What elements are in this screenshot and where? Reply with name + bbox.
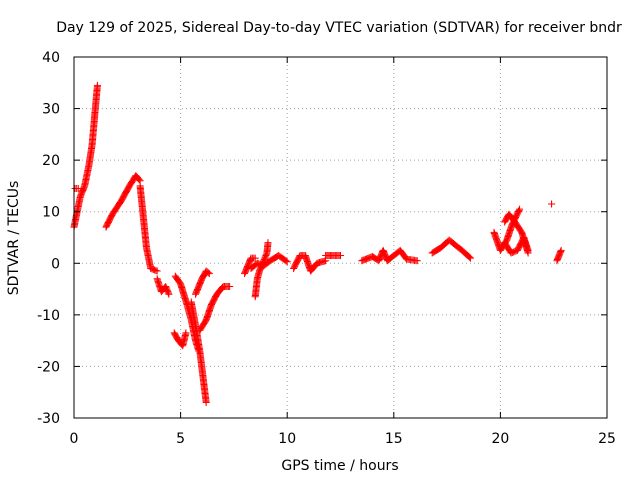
data-point — [413, 257, 421, 265]
data-point — [524, 249, 532, 257]
x-tick-label: 20 — [491, 431, 509, 447]
data-point — [204, 269, 212, 277]
data-point — [515, 206, 523, 214]
chart-title: Day 129 of 2025, Sidereal Day-to-day VTE… — [56, 20, 622, 36]
data-point — [557, 246, 565, 254]
data-point — [165, 290, 173, 298]
x-tick-label: 5 — [176, 431, 185, 447]
x-axis-label: GPS time / hours — [281, 458, 398, 474]
data-point — [466, 253, 474, 261]
data-point — [152, 267, 160, 275]
data-point — [182, 329, 190, 337]
x-tick-label: 0 — [70, 431, 79, 447]
y-tick-label: 30 — [42, 102, 60, 118]
data-point — [548, 200, 556, 208]
y-tick-label: -10 — [37, 308, 60, 324]
data-point — [467, 254, 475, 262]
y-tick-label: 20 — [42, 153, 60, 169]
data-point — [516, 205, 524, 213]
y-tick-label: 0 — [51, 256, 60, 272]
data-point — [164, 289, 172, 297]
data-point — [282, 257, 290, 265]
axis-ticks: 0 5 10 15 20 25 -30 -20 -10 0 10 20 30 40 — [37, 50, 616, 447]
data-point — [202, 399, 210, 407]
plot-border — [73, 56, 608, 419]
data-point — [205, 270, 213, 278]
data-point — [135, 176, 143, 184]
x-tick-label: 15 — [385, 431, 403, 447]
y-tick-label: 40 — [42, 50, 60, 66]
x-tick-label: 10 — [278, 431, 296, 447]
data-point — [153, 267, 161, 275]
y-tick-label: -30 — [37, 411, 60, 427]
x-tick-label: 25 — [598, 431, 616, 447]
data-point — [337, 252, 344, 260]
data-point — [251, 254, 259, 262]
data-point — [226, 282, 234, 290]
data-point — [74, 185, 82, 193]
y-tick-label: 10 — [42, 205, 60, 221]
data-points — [70, 81, 565, 407]
data-point — [264, 239, 272, 247]
data-point — [93, 81, 101, 89]
y-axis-label: SDTVAR / TECUs — [6, 181, 22, 296]
y-tick-label: -20 — [37, 359, 60, 375]
data-point — [283, 258, 291, 266]
